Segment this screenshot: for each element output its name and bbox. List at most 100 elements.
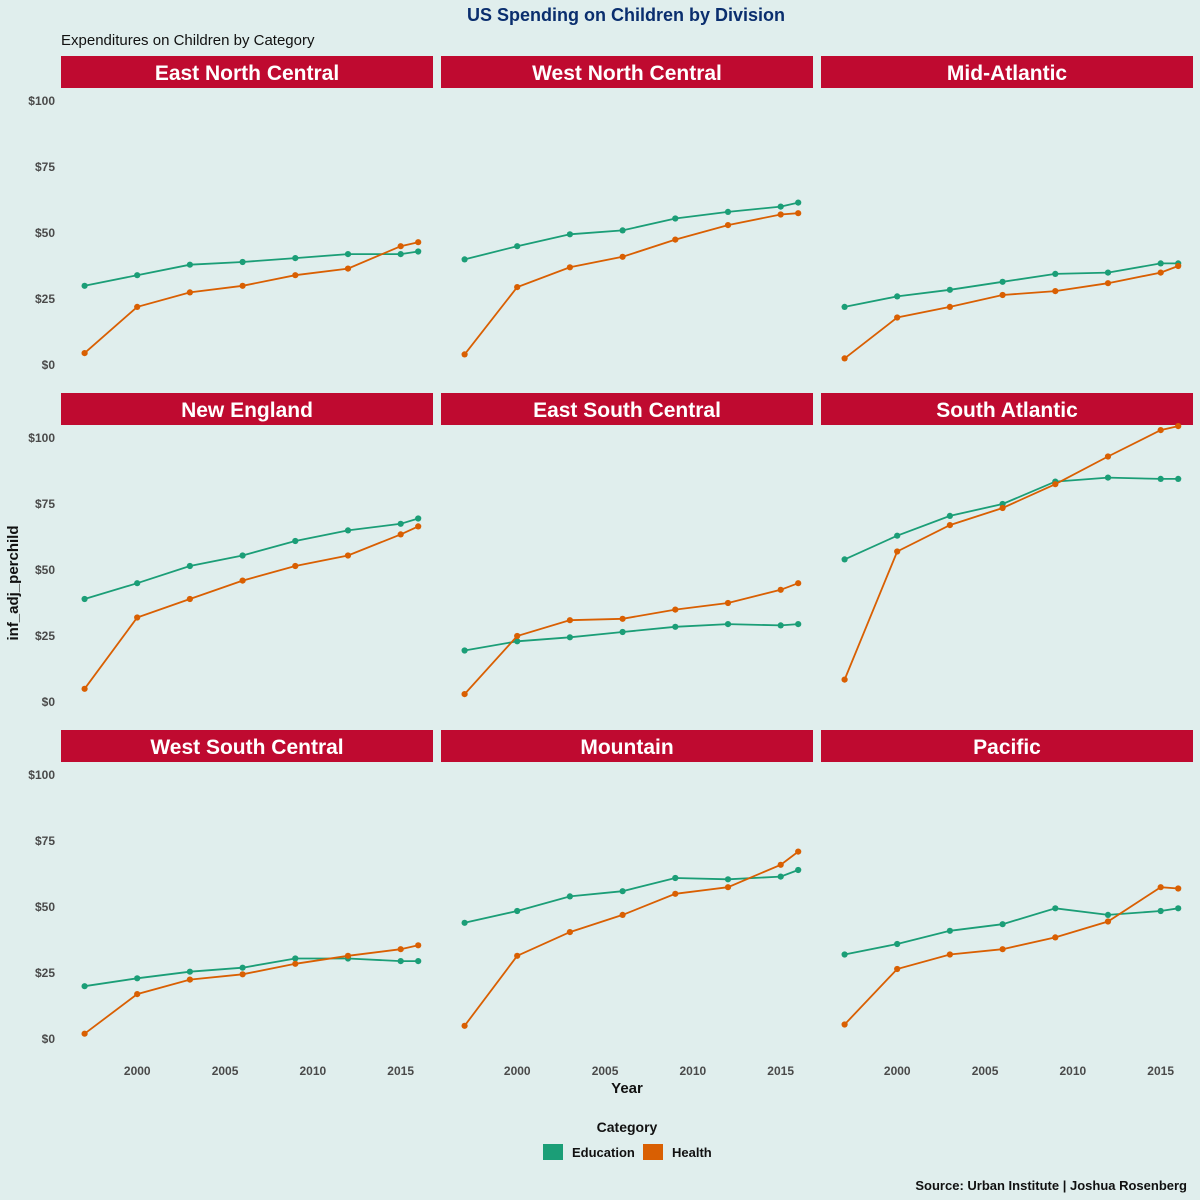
chart-subtitle: Expenditures on Children by Category (61, 32, 315, 49)
health-line (463, 212, 799, 355)
education-point (946, 927, 954, 934)
facet-strip-label: West South Central (150, 736, 343, 759)
education-point (461, 647, 468, 654)
education-line (464, 201, 799, 261)
health-point (1052, 934, 1059, 941)
education-point (239, 964, 246, 971)
health-line (843, 425, 1179, 680)
facet-strip (821, 56, 1193, 88)
education-point (1052, 270, 1059, 277)
health-point (292, 960, 299, 967)
health-line (463, 850, 799, 1027)
education-point (134, 580, 141, 587)
education-point (724, 876, 732, 883)
health-point (946, 303, 954, 310)
health-point (1175, 262, 1182, 270)
education-point (566, 634, 574, 641)
health-point (795, 580, 802, 587)
education-point (514, 907, 521, 915)
education-point (841, 951, 848, 958)
education-point (186, 261, 193, 268)
health-point (415, 942, 422, 949)
education-point (397, 520, 404, 527)
education-point (946, 286, 954, 293)
health-point (514, 284, 521, 291)
health-point (619, 911, 626, 919)
y-tick-label: $0 (42, 1032, 56, 1046)
education-point (619, 628, 626, 636)
facet-strip (441, 393, 813, 425)
education-point (292, 955, 299, 962)
legend-key-education (543, 1144, 563, 1160)
education-point (514, 243, 521, 250)
health-point (999, 291, 1006, 299)
health-point (724, 884, 732, 891)
education-point (1175, 905, 1182, 912)
health-point (566, 617, 574, 624)
health-point (841, 355, 848, 362)
health-point (415, 239, 422, 246)
health-point (239, 577, 246, 584)
health-point (672, 890, 679, 897)
education-point (724, 208, 732, 215)
education-point (1104, 911, 1112, 919)
health-point (841, 676, 848, 683)
legend-label-education: Education (572, 1145, 635, 1160)
legend-key-health (643, 1144, 663, 1160)
education-point (239, 552, 246, 559)
health-point (795, 848, 802, 855)
health-point (946, 522, 954, 529)
x-axis-title: Year (611, 1080, 643, 1097)
health-point (186, 976, 193, 983)
health-point (239, 971, 246, 978)
facet-panel-east-south-central: East South Central (441, 393, 813, 698)
education-point (461, 919, 468, 926)
health-point (894, 548, 901, 555)
x-tick-label: 2000 (504, 1064, 531, 1078)
health-point (777, 861, 784, 868)
facet-strip (61, 730, 433, 762)
health-point (461, 691, 468, 698)
education-point (1104, 474, 1112, 481)
education-point (795, 866, 802, 874)
facet-panel-west-south-central: West South Central $0 $25 $50 $75 $100 2000 200… (28, 730, 433, 1078)
education-line (84, 250, 419, 287)
education-point (186, 968, 193, 975)
health-point (724, 222, 732, 229)
health-point (1157, 269, 1164, 276)
y-tick-label: $50 (35, 226, 55, 240)
education-point (415, 515, 422, 522)
health-point (566, 929, 574, 936)
health-point (1175, 423, 1182, 430)
education-point (461, 256, 468, 263)
health-point (1052, 481, 1059, 488)
health-point (397, 243, 404, 250)
health-point (1157, 884, 1164, 891)
education-point (1052, 905, 1059, 912)
y-tick-label: $0 (42, 695, 56, 709)
health-point (1157, 427, 1164, 434)
facet-strip (821, 393, 1193, 425)
education-point (292, 255, 299, 262)
health-point (894, 965, 901, 973)
health-point (186, 289, 193, 296)
education-point (619, 227, 626, 234)
y-tick-label: $75 (35, 834, 55, 848)
education-point (999, 921, 1006, 928)
legend: Category Education Health (543, 1119, 712, 1160)
facet-strip-label: West North Central (532, 62, 722, 85)
education-point (672, 623, 679, 630)
y-tick-label: $75 (35, 497, 55, 511)
x-tick-label: 2000 (884, 1064, 911, 1078)
health-point (672, 236, 679, 243)
health-point (795, 210, 802, 217)
education-line (84, 957, 419, 988)
education-point (724, 621, 732, 628)
education-point (134, 272, 141, 279)
facet-panel-pacific: Pacific 2000 2005 2010 2015 (821, 730, 1193, 1078)
education-point (239, 258, 246, 266)
facet-strip (441, 730, 813, 762)
education-point (795, 621, 802, 628)
health-point (134, 991, 141, 998)
